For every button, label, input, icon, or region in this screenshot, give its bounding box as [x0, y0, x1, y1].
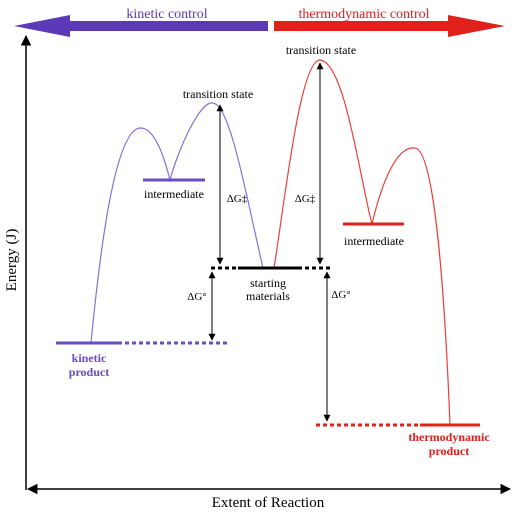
thermo-transition-state-label: transition state [286, 43, 356, 57]
thermo-activation-energy-label: ΔG‡ [295, 193, 316, 205]
thermodynamic-control-arrow [274, 15, 505, 37]
kinetic-pathway-curve [90, 102, 264, 344]
starting-materials-label-line1: starting [250, 276, 286, 290]
thermo-standard-energy-label: ΔG° [331, 289, 350, 301]
kinetic-control-arrow [14, 15, 268, 37]
y-axis-label: Energy (J) [4, 229, 20, 292]
kinetic-activation-energy-label: ΔG‡ [227, 193, 248, 205]
thermodynamic-control-label: thermodynamic control [298, 7, 429, 22]
kinetic-transition-state-label: transition state [183, 87, 253, 101]
thermo-product-label-line1: thermodynamic [408, 430, 490, 444]
x-axis-label: Extent of Reaction [212, 495, 325, 511]
starting-materials-label-line2: materials [246, 289, 290, 303]
thermo-intermediate-label: intermediate [344, 234, 404, 248]
kinetic-intermediate-label: intermediate [144, 187, 204, 201]
kinetic-product-label-line2: product [69, 365, 109, 379]
kinetic-control-label: kinetic control [126, 7, 207, 22]
kinetic-product-label-line1: kinetic [72, 351, 107, 365]
kinetic-standard-energy-label: ΔG° [187, 291, 206, 303]
thermo-product-label-line2: product [429, 444, 469, 458]
